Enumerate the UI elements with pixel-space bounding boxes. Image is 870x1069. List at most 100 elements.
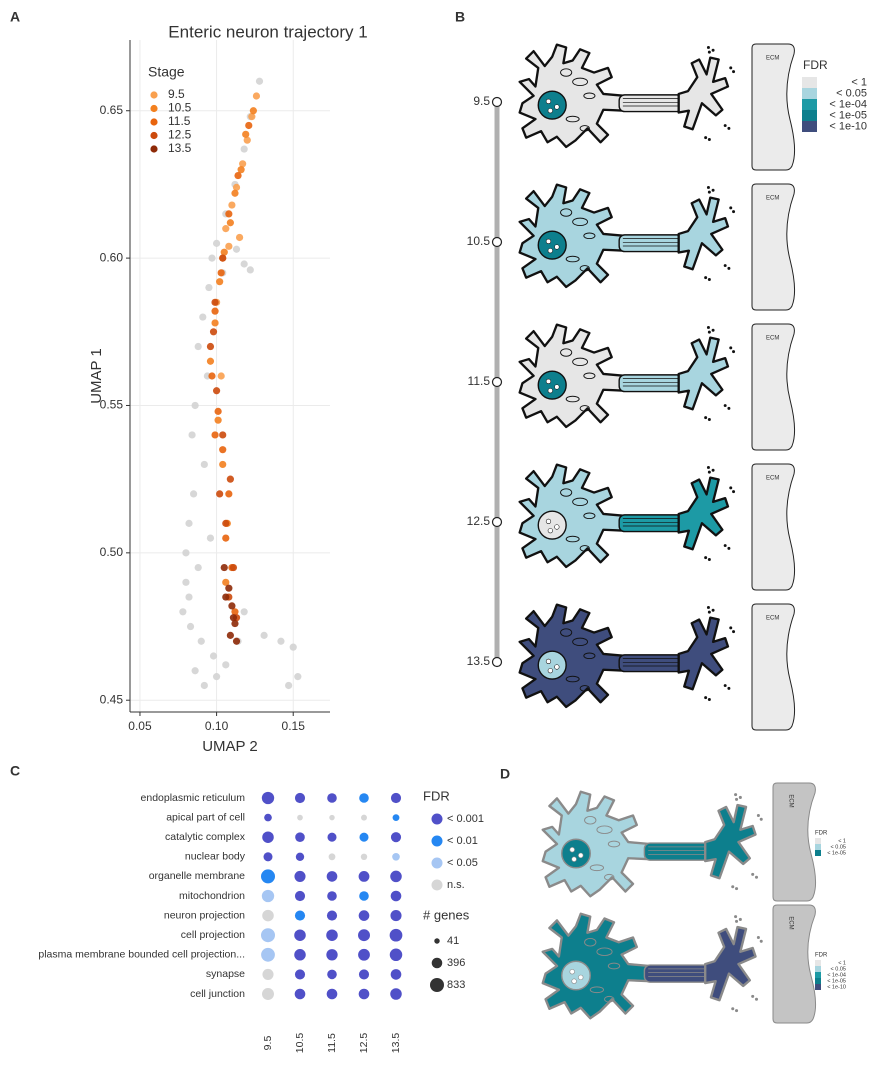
vesicle — [707, 190, 711, 194]
stage-label: 9.5 — [473, 94, 490, 108]
nucleus — [537, 510, 567, 540]
y-tick-label: 0.50 — [100, 545, 124, 559]
x-tick-label: 0.05 — [128, 719, 152, 733]
y-tick-label: endoplasmic reticulum — [141, 792, 246, 804]
legend-label: 10.5 — [168, 101, 192, 115]
point — [222, 534, 230, 542]
timeline-node — [491, 96, 503, 108]
nucleolus — [547, 528, 553, 534]
point — [246, 266, 254, 274]
cell — [541, 790, 763, 898]
point — [191, 667, 199, 675]
legend-label: < 1e-10 — [829, 120, 867, 132]
vesicle — [706, 465, 710, 469]
point — [242, 130, 250, 138]
dot — [294, 910, 306, 921]
nucleolus — [571, 978, 577, 984]
point — [232, 245, 241, 253]
dot — [326, 949, 338, 961]
ecm-shape — [751, 323, 796, 451]
vesicle — [729, 206, 733, 210]
vesicle — [754, 997, 759, 1001]
soma — [541, 790, 652, 898]
point — [260, 631, 268, 639]
vesicle — [704, 556, 708, 560]
vesicle — [727, 266, 731, 270]
dot — [390, 969, 402, 980]
vesicle — [729, 626, 733, 630]
axon — [618, 234, 684, 253]
ecm: ECM — [751, 603, 796, 731]
dot — [261, 791, 275, 805]
point — [277, 637, 285, 645]
point — [228, 602, 236, 610]
vesicle — [707, 330, 711, 334]
organelle — [572, 77, 589, 87]
legend-label: < 1 — [851, 76, 867, 88]
legend-swatch — [815, 838, 821, 844]
vesicle — [706, 45, 710, 49]
point — [225, 584, 233, 592]
legend-swatch — [431, 813, 443, 825]
organelle — [560, 488, 573, 497]
vesicle — [723, 684, 727, 688]
vesicle — [734, 793, 738, 797]
axon — [618, 94, 684, 113]
dot — [390, 910, 402, 922]
axon — [618, 514, 684, 533]
legend-label: < 0.05 — [447, 857, 478, 869]
vesicle — [706, 605, 710, 609]
ecm-label: ECM — [766, 56, 779, 62]
point — [231, 608, 239, 616]
terminal — [704, 803, 757, 880]
point — [200, 681, 208, 690]
point — [232, 183, 241, 191]
vesicle — [738, 917, 742, 921]
vesicle — [711, 188, 715, 192]
dot — [327, 891, 337, 901]
legend-label: 13.5 — [168, 141, 192, 155]
x-axis-title: UMAP 2 — [202, 738, 258, 755]
timeline-node — [491, 236, 503, 248]
point — [220, 563, 228, 572]
point — [190, 490, 198, 498]
point — [219, 460, 227, 469]
cell — [518, 43, 736, 149]
point — [235, 233, 244, 242]
point — [225, 490, 233, 498]
y-tick-label: 0.55 — [100, 398, 124, 412]
nucleolus — [569, 969, 575, 975]
panel-label: C — [10, 763, 20, 779]
nucleolus — [547, 668, 553, 674]
point — [209, 328, 218, 336]
legend-label: 396 — [447, 957, 465, 969]
organelle — [604, 873, 615, 881]
ecm-label: ECM — [787, 794, 793, 807]
stage-label: 10.5 — [467, 234, 491, 248]
legend-swatch — [802, 110, 817, 121]
organelle — [572, 497, 589, 507]
dot — [294, 929, 306, 941]
ecm: ECM — [751, 183, 796, 311]
vesicle — [756, 813, 760, 818]
legend-label: < 1e-04 — [829, 98, 867, 110]
point — [200, 460, 208, 469]
stage-label: 11.5 — [468, 374, 491, 388]
point — [191, 401, 199, 410]
timeline-node — [491, 516, 503, 528]
organelle — [589, 864, 605, 872]
dot — [261, 928, 275, 943]
soma — [518, 43, 626, 149]
terminal — [677, 476, 730, 551]
dot — [358, 988, 370, 1000]
vesicle — [735, 919, 739, 923]
y-tick-label: catalytic complex — [165, 831, 246, 843]
point — [225, 210, 233, 218]
point — [228, 201, 236, 209]
vesicle — [732, 350, 736, 354]
vesicle — [707, 698, 711, 701]
legend-swatch — [815, 844, 821, 850]
legend-label: < 1e-04 — [827, 972, 846, 978]
axon — [643, 842, 710, 861]
timeline-node — [491, 376, 503, 388]
